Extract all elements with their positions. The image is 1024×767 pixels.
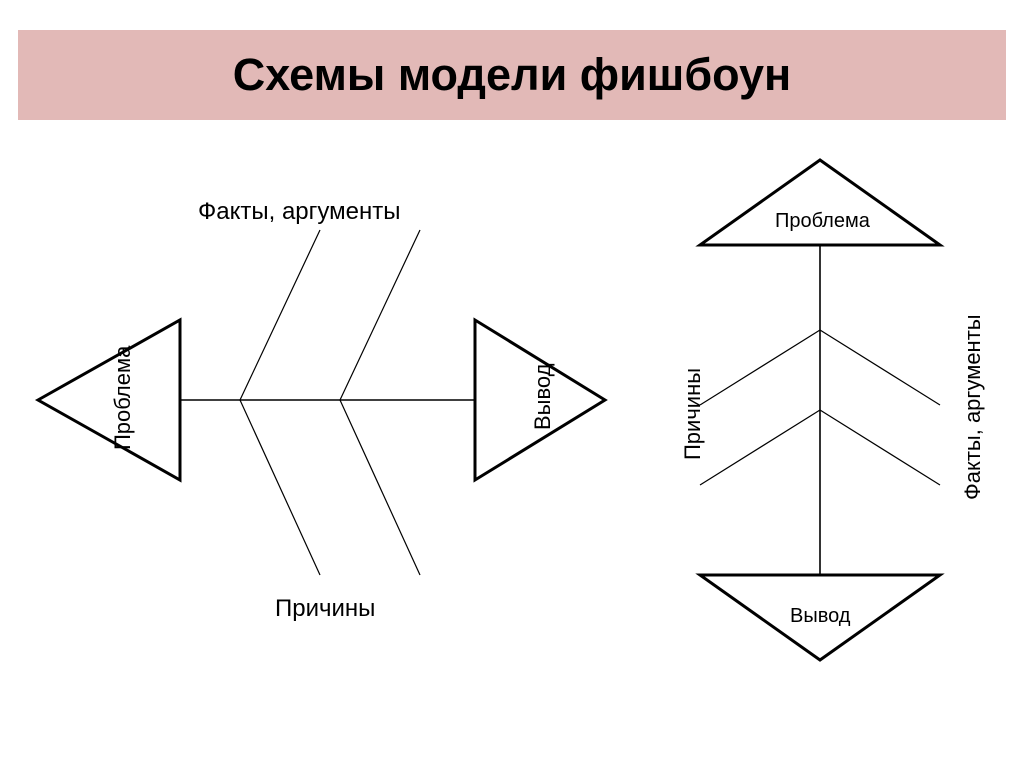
fishbone-diagrams-svg <box>0 0 1024 767</box>
fishbone-vertical <box>700 160 940 660</box>
v-label-left: Причины <box>680 368 706 460</box>
v-bone-right-2 <box>820 410 940 485</box>
v-bone-left-1 <box>700 330 820 405</box>
h-label-tail: Вывод <box>530 363 556 430</box>
v-bone-right-1 <box>820 330 940 405</box>
v-bone-left-2 <box>700 410 820 485</box>
h-label-top: Факты, аргументы <box>198 198 400 226</box>
h-label-bottom: Причины <box>275 595 375 623</box>
h-bone-up-1 <box>240 230 320 400</box>
h-bone-up-2 <box>340 230 420 400</box>
h-label-head: Проблема <box>110 346 136 450</box>
h-bone-down-1 <box>240 400 320 575</box>
v-label-tail: Вывод <box>790 605 850 628</box>
v-label-right: Факты, аргументы <box>960 314 986 500</box>
h-bone-down-2 <box>340 400 420 575</box>
h-head-triangle <box>38 320 180 480</box>
v-label-head: Проблема <box>775 210 870 233</box>
